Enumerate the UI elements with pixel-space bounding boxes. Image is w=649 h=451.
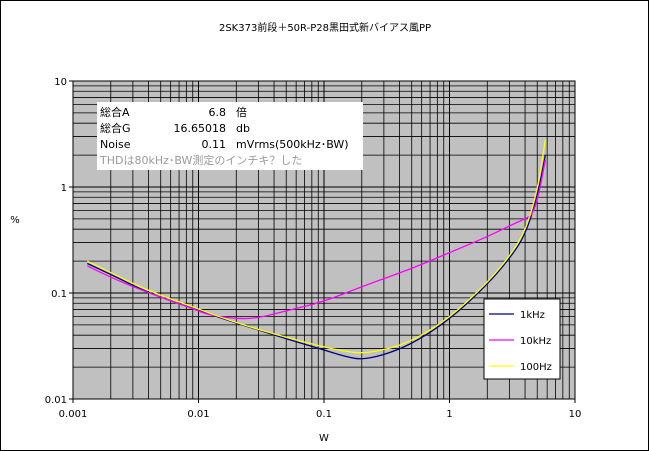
annotation-value-1: 6.8 [209, 106, 227, 119]
legend-label: 100Hz [520, 362, 552, 373]
x-axis-ticks: 0.001 0.01 0.1 1 10 [59, 399, 582, 420]
annotation-value-2: 16.65018 [174, 122, 227, 135]
x-tick-label: 0.001 [59, 409, 88, 420]
legend: 1kHz 10kHz 100Hz [489, 310, 552, 373]
chart-title: 2SK373前段＋50R-P28黒田式新バイアス風PP [219, 21, 431, 34]
series-lines [87, 139, 546, 360]
series-line-10kHz [87, 159, 546, 320]
series-line-100Hz [87, 139, 546, 354]
y-tick-label: 1 [61, 183, 67, 194]
annotation-unit-1: 倍 [236, 105, 247, 119]
annotation-label-3: Noise [100, 138, 131, 151]
x-tick-label: 0.1 [316, 409, 332, 420]
annotation-label-1: 総合A [100, 105, 130, 119]
x-tick-label: 1 [446, 409, 452, 420]
annotation-unit-3: mVrms(500kHz･BW) [236, 138, 349, 151]
y-tick-label: 0.01 [45, 395, 67, 406]
annotation-label-2: 総合G [100, 121, 131, 135]
x-tick-label: 10 [569, 409, 582, 420]
legend-label: 1kHz [520, 310, 545, 321]
y-tick-label: 0.1 [51, 289, 67, 300]
y-tick-label: 10 [54, 77, 67, 88]
annotation-unit-2: db [236, 122, 250, 135]
x-axis-label: W [319, 433, 329, 444]
annotation-value-3: 0.11 [202, 138, 227, 151]
annotation-note: THDは80kHz･BW測定のインチキ？した [99, 153, 302, 167]
y-axis-ticks: 0.01 0.1 1 10 [45, 77, 73, 406]
x-tick-label: 0.01 [187, 409, 209, 420]
y-axis-label: % [10, 215, 20, 226]
annotation-box [97, 102, 363, 170]
legend-label: 10kHz [520, 336, 551, 347]
